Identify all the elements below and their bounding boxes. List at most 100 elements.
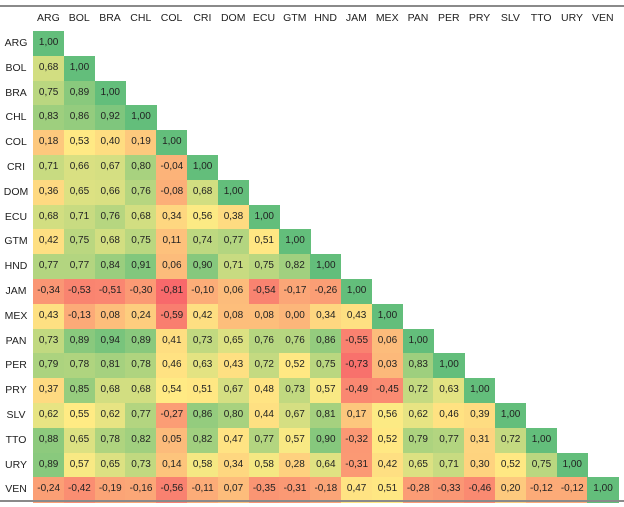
heatmap-cell: 0,84 — [94, 254, 126, 280]
heatmap-cell: 0,68 — [187, 179, 219, 206]
heatmap-cell: 0,03 — [371, 353, 404, 379]
heatmap-cell: -0,55 — [341, 328, 373, 354]
heatmap-cell: 0,58 — [248, 452, 280, 478]
heatmap-cell: 0,20 — [495, 477, 527, 503]
heatmap-cell: 0,65 — [63, 179, 96, 206]
row-label-bol: BOL — [5, 61, 27, 74]
heatmap-cell: 0,53 — [63, 130, 96, 156]
heatmap-cell: 0,51 — [371, 477, 404, 503]
heatmap-cell: -0,49 — [341, 378, 373, 404]
heatmap-cell: -0,24 — [33, 477, 65, 503]
heatmap-cell: 0,77 — [433, 427, 465, 454]
heatmap-cell: 0,74 — [187, 229, 219, 255]
heatmap-cell: 0,28 — [279, 452, 311, 478]
heatmap-cell: 0,73 — [279, 378, 311, 404]
column-label-tto: TTO — [530, 12, 552, 24]
heatmap-cell: 0,67 — [279, 403, 311, 429]
heatmap-cell: 0,68 — [33, 204, 65, 230]
heatmap-cell: 0,42 — [187, 303, 219, 330]
heatmap-cell: 0,07 — [217, 477, 250, 503]
heatmap-cell: 0,73 — [33, 328, 65, 354]
heatmap-cell: -0,28 — [402, 477, 434, 503]
heatmap-cell: -0,54 — [248, 279, 280, 305]
column-label-cri: CRI — [193, 12, 212, 24]
heatmap-cell: 0,18 — [33, 130, 65, 156]
row-label-hnd: HND — [4, 260, 28, 273]
heatmap-cell: 0,83 — [402, 353, 434, 379]
heatmap-cell: 0,64 — [310, 452, 342, 478]
heatmap-cell: 0,83 — [33, 105, 65, 131]
heatmap-cell: 0,79 — [33, 353, 65, 379]
column-label-hnd: HND — [314, 12, 337, 24]
column-label-per: PER — [437, 12, 460, 24]
heatmap-cell: -0,19 — [94, 477, 126, 503]
heatmap-cell: 0,34 — [310, 303, 342, 330]
heatmap-cell: 0,43 — [33, 303, 65, 330]
row-label-ury: URY — [5, 458, 27, 471]
heatmap-cell: 0,42 — [371, 452, 404, 478]
heatmap-cell: 1,00 — [125, 105, 157, 131]
heatmap-cell: 1,00 — [402, 328, 434, 354]
heatmap-cell: 1,00 — [310, 254, 342, 280]
column-label-gtm: GTM — [283, 12, 307, 24]
heatmap-cell: 0,06 — [371, 328, 404, 354]
heatmap-cell: 0,39 — [464, 403, 496, 429]
heatmap-cell: 0,76 — [94, 204, 126, 230]
heatmap-cell: 0,78 — [63, 353, 96, 379]
heatmap-cell: -0,32 — [341, 427, 373, 454]
heatmap-cell: 0,56 — [371, 403, 404, 429]
row-label-mex: MEX — [4, 309, 28, 322]
heatmap-cell: 0,67 — [217, 378, 250, 404]
heatmap-cell: 0,77 — [63, 254, 96, 280]
heatmap-cell: 1,00 — [279, 229, 311, 255]
heatmap-cell: 0,77 — [248, 427, 280, 454]
heatmap-cell: 0,77 — [125, 403, 157, 429]
heatmap-cell: 1,00 — [341, 279, 373, 305]
row-label-chl: CHL — [5, 111, 27, 124]
row-label-bra: BRA — [5, 86, 27, 99]
top-rule — [0, 5, 624, 7]
heatmap-cell: 0,89 — [33, 452, 65, 478]
row-label-arg: ARG — [4, 37, 28, 49]
heatmap-cell: 1,00 — [464, 378, 496, 404]
heatmap-cell: 0,46 — [433, 403, 465, 429]
row-label-col: COL — [5, 136, 27, 149]
heatmap-cell: 0,77 — [217, 229, 250, 255]
heatmap-cell: 0,86 — [187, 403, 219, 429]
heatmap-cell: -0,45 — [371, 378, 404, 404]
heatmap-cell: -0,04 — [156, 155, 188, 181]
heatmap-cell: 0,00 — [279, 303, 311, 330]
bottom-rule — [0, 500, 624, 502]
heatmap-cell: -0,13 — [63, 303, 96, 330]
column-label-col: COL — [160, 12, 183, 24]
heatmap-cell: -0,51 — [94, 279, 126, 305]
heatmap-cell: 0,82 — [187, 427, 219, 454]
heatmap-cell: -0,81 — [156, 279, 188, 305]
heatmap-cell: 0,76 — [248, 328, 280, 354]
heatmap-cell: 1,00 — [248, 204, 280, 230]
heatmap-cell: 0,65 — [217, 328, 250, 354]
heatmap-cell: 0,71 — [217, 254, 250, 280]
heatmap-cell: 0,63 — [433, 378, 465, 404]
heatmap-cell: 0,89 — [125, 328, 157, 354]
heatmap-cell: 0,36 — [33, 179, 65, 206]
heatmap-cell: 0,72 — [495, 427, 527, 454]
column-label-bra: BRA — [99, 12, 121, 24]
heatmap-cell: 0,08 — [248, 303, 280, 330]
heatmap-cell: 1,00 — [94, 80, 126, 106]
row-label-slv: SLV — [6, 409, 26, 421]
heatmap-cell: 0,57 — [279, 427, 311, 454]
heatmap-cell: 0,91 — [125, 254, 157, 280]
heatmap-cell: -0,34 — [33, 279, 65, 305]
row-label-dom: DOM — [3, 185, 29, 198]
heatmap-cell: -0,26 — [310, 279, 342, 305]
column-label-mex: MEX — [375, 12, 399, 24]
heatmap-cell: 0,73 — [125, 452, 157, 478]
heatmap-cell: 0,43 — [217, 353, 250, 379]
heatmap-cell: 0,72 — [248, 353, 280, 379]
heatmap-cell: 0,90 — [187, 254, 219, 280]
heatmap-cell: 0,73 — [187, 328, 219, 354]
heatmap-cell: -0,08 — [156, 179, 188, 206]
column-label-ven: VEN — [591, 12, 614, 24]
heatmap-cell: 0,71 — [63, 204, 96, 230]
